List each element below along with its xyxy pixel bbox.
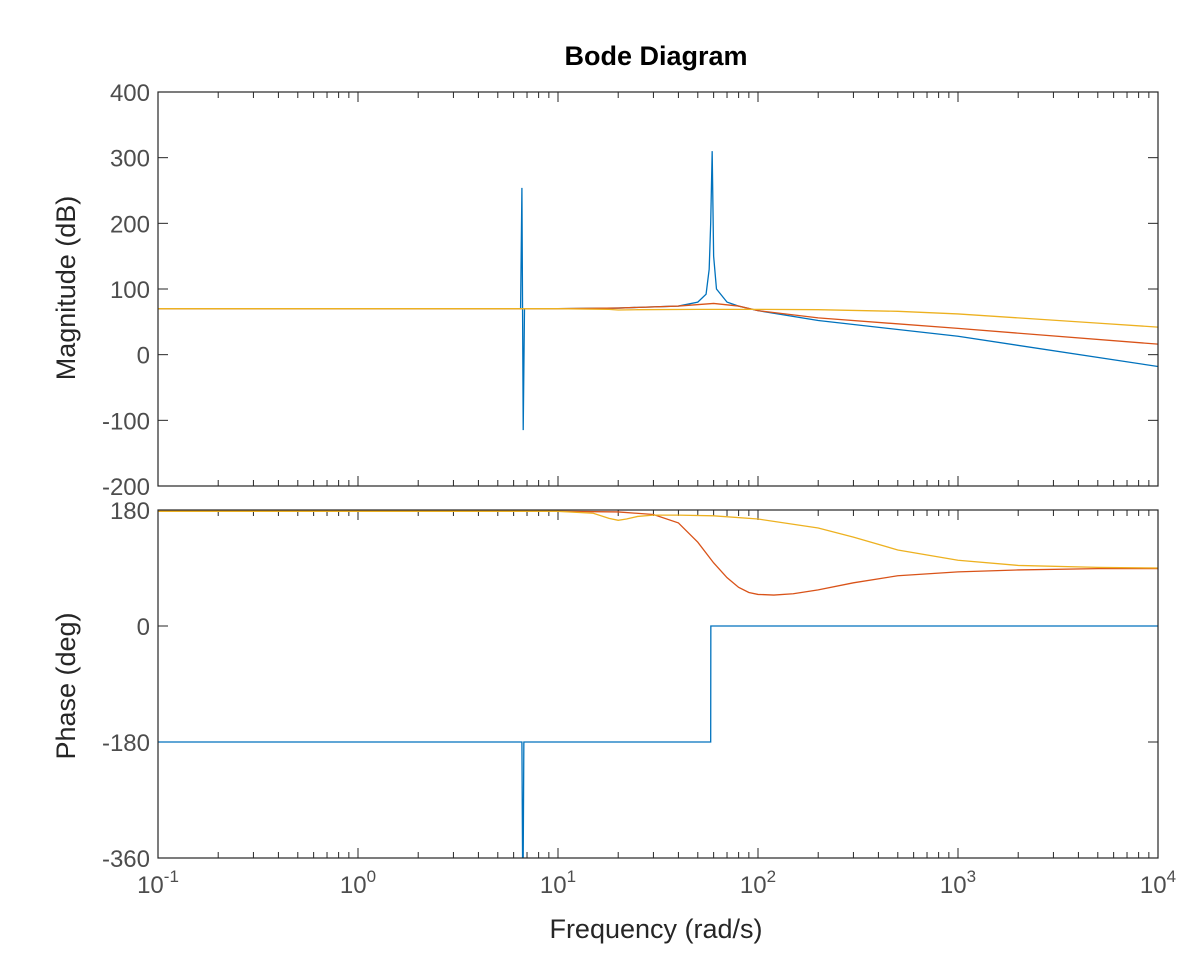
x-tick-label: 102 [740,867,776,899]
x-axis-label: Frequency (rad/s) [549,914,762,944]
phase-series-line-3 [158,510,1158,569]
x-tick-base: 10 [137,872,164,899]
x-tick-label: 103 [940,867,976,899]
y-tick-label: 0 [137,614,150,641]
y-tick-label: 400 [110,80,150,107]
x-tick-label: 101 [540,867,576,899]
x-tick-exponent: 4 [1167,867,1176,886]
magnitude-ylabel: Magnitude (dB) [51,196,81,381]
magnitude-series-line-1 [158,151,1158,431]
x-tick-base: 10 [540,872,567,899]
x-tick-exponent: 0 [367,867,376,886]
y-tick-label: -100 [102,408,150,435]
x-tick-base: 10 [1140,872,1167,899]
y-tick-label: 0 [137,343,150,370]
x-tick-base: 10 [340,872,367,899]
x-tick-label: 104 [1140,867,1176,899]
x-tick-exponent: 3 [967,867,976,886]
x-tick-base: 10 [740,872,767,899]
x-tick-label: 10-1 [137,867,179,899]
y-tick-label: 300 [110,146,150,173]
magnitude-frame [157,91,1159,487]
phase-frame [157,509,1159,859]
x-tick-labels: 10-1 100 101 102 103 104 [137,867,1176,899]
phase-series-line-2 [158,510,1158,596]
y-tick-label: 200 [110,211,150,238]
y-tick-label: -360 [102,846,150,873]
y-tick-label: -180 [102,730,150,757]
x-tick-exponent: 2 [767,867,776,886]
phase-series-line-1 [158,625,1158,858]
phase-ylabel: Phase (deg) [51,612,81,759]
magnitude-series-line-3 [158,308,1158,328]
x-tick-base: 10 [940,872,967,899]
x-tick-exponent: -1 [164,867,179,886]
magnitude-panel: 400 300 200 100 0 -100 -200 [102,80,1159,501]
x-tick-label: 100 [340,867,376,899]
y-tick-label: -200 [102,474,150,501]
y-tick-label: 180 [110,498,150,525]
phase-panel: 180 0 -180 -360 [102,498,1159,873]
x-tick-exponent: 1 [567,867,576,886]
chart-title: Bode Diagram [564,41,747,71]
y-tick-label: 100 [110,277,150,304]
